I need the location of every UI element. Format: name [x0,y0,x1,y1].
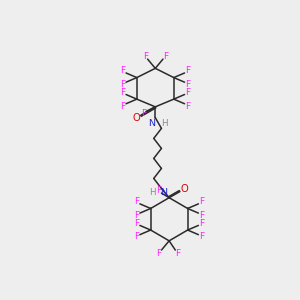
Text: F: F [120,80,125,89]
Text: H: H [161,118,167,127]
Text: F: F [120,102,125,111]
Text: O: O [181,184,188,194]
Text: F: F [134,219,140,228]
Text: F: F [163,52,168,61]
Text: F: F [141,109,146,118]
Text: F: F [185,66,190,75]
Text: F: F [185,102,190,111]
Text: F: F [157,186,162,195]
Text: F: F [120,66,125,75]
Text: O: O [132,112,140,123]
Text: F: F [134,211,140,220]
Text: H: H [149,188,155,197]
Text: F: F [175,249,180,258]
Text: F: F [199,219,204,228]
Text: F: F [185,80,190,89]
Text: F: F [157,249,162,258]
Text: F: F [134,197,140,206]
Text: F: F [120,88,125,97]
Text: F: F [185,88,190,97]
Text: F: F [134,232,140,242]
Text: F: F [199,211,204,220]
Text: F: F [143,52,148,61]
Text: N: N [148,118,155,127]
Text: F: F [199,232,204,242]
Text: N: N [160,188,167,197]
Text: F: F [199,197,204,206]
